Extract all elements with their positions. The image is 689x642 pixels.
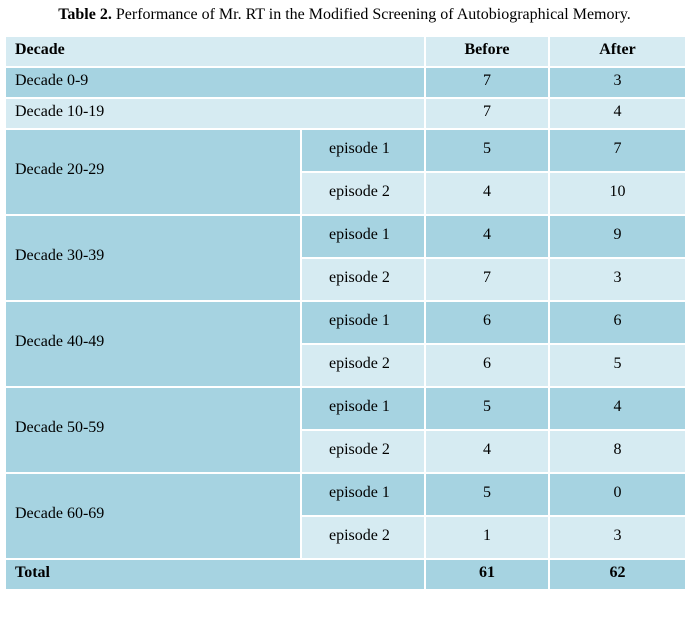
before-cell: 1 bbox=[424, 515, 551, 560]
after-cell: 0 bbox=[548, 472, 688, 517]
after-cell: 4 bbox=[548, 386, 688, 431]
before-cell: 5 bbox=[424, 386, 551, 431]
table-row: Decade 40-49 episode 1 6 6 bbox=[4, 300, 688, 388]
episode-cell: episode 1 bbox=[299, 386, 427, 431]
after-cell: 6 bbox=[548, 300, 688, 345]
before-cell: 6 bbox=[424, 343, 551, 388]
episode-cell: episode 1 bbox=[299, 128, 427, 173]
after-cell: 10 bbox=[548, 171, 688, 216]
episode-cell: episode 2 bbox=[299, 171, 427, 216]
table-row: episode 2 4 8 bbox=[5, 429, 688, 474]
table-row: Decade 30-39 episode 1 4 9 bbox=[4, 214, 688, 302]
after-cell: 8 bbox=[548, 429, 688, 474]
table-row: Decade 20-29 episode 1 5 7 bbox=[4, 128, 688, 216]
table-row: Decade 60-69 episode 1 5 0 bbox=[4, 472, 688, 560]
before-cell: 6 bbox=[424, 300, 551, 345]
table-row: episode 2 6 5 bbox=[5, 343, 688, 388]
total-after: 62 bbox=[548, 558, 688, 591]
episode-cell: episode 2 bbox=[299, 429, 427, 474]
decade-cell: Decade 50-59 bbox=[4, 386, 302, 474]
before-cell: 4 bbox=[424, 171, 551, 216]
decade-cell: Decade 40-49 bbox=[4, 300, 302, 388]
table-caption-label: Table 2. bbox=[58, 6, 112, 23]
table-header-row: Decade Before After bbox=[3, 35, 688, 68]
after-cell: 9 bbox=[548, 214, 688, 259]
episode-cell: episode 1 bbox=[299, 472, 427, 517]
header-before: Before bbox=[424, 35, 551, 68]
decade-cell: Decade 10-19 bbox=[3, 97, 427, 130]
table-caption-text: Performance of Mr. RT in the Modified Sc… bbox=[111, 6, 631, 23]
episode-cell: episode 2 bbox=[299, 257, 427, 302]
episode-cell: episode 2 bbox=[299, 515, 427, 560]
episode-cell: episode 1 bbox=[299, 300, 427, 345]
total-label: Total bbox=[3, 558, 427, 591]
decade-cell: Decade 60-69 bbox=[4, 472, 302, 560]
before-cell: 7 bbox=[424, 97, 551, 130]
table-caption: Table 2. Performance of Mr. RT in the Mo… bbox=[0, 5, 689, 25]
header-after: After bbox=[548, 35, 688, 68]
table-row: episode 2 4 10 bbox=[5, 171, 688, 216]
before-cell: 5 bbox=[424, 128, 551, 173]
before-cell: 5 bbox=[424, 472, 551, 517]
after-cell: 3 bbox=[548, 66, 688, 99]
before-cell: 4 bbox=[424, 214, 551, 259]
table-total-row: Total 61 62 bbox=[3, 558, 688, 591]
performance-table: Decade Before After Decade 0-9 7 3 Decad… bbox=[3, 35, 688, 591]
after-cell: 3 bbox=[548, 515, 688, 560]
decade-cell: Decade 0-9 bbox=[3, 66, 427, 99]
header-decade: Decade bbox=[3, 35, 427, 68]
table-row: episode 2 1 3 bbox=[5, 515, 688, 560]
table-row: Decade 10-19 7 4 bbox=[3, 97, 688, 130]
before-cell: 4 bbox=[424, 429, 551, 474]
table-row: episode 2 7 3 bbox=[5, 257, 688, 302]
after-cell: 5 bbox=[548, 343, 688, 388]
episode-cell: episode 2 bbox=[299, 343, 427, 388]
decade-cell: Decade 20-29 bbox=[4, 128, 302, 216]
before-cell: 7 bbox=[424, 257, 551, 302]
after-cell: 4 bbox=[548, 97, 688, 130]
table-row: Decade 0-9 7 3 bbox=[3, 66, 688, 99]
episode-cell: episode 1 bbox=[299, 214, 427, 259]
after-cell: 3 bbox=[548, 257, 688, 302]
before-cell: 7 bbox=[424, 66, 551, 99]
total-before: 61 bbox=[424, 558, 551, 591]
table-row: Decade 50-59 episode 1 5 4 bbox=[4, 386, 688, 474]
decade-cell: Decade 30-39 bbox=[4, 214, 302, 302]
after-cell: 7 bbox=[548, 128, 688, 173]
